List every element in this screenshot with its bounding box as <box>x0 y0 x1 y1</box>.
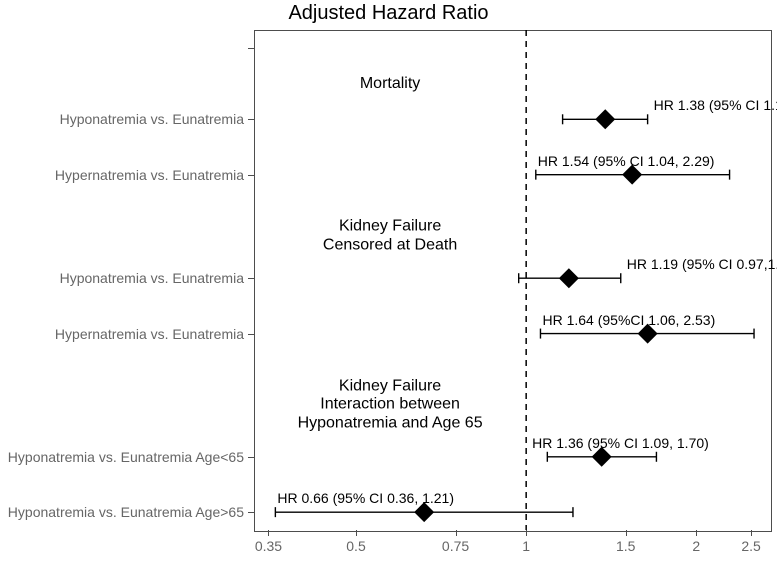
hr-annotation: HR 1.64 (95%CI 1.06, 2.53) <box>542 312 715 328</box>
section-header: Kidney FailureInteraction betweenHyponat… <box>298 377 483 432</box>
point-marker <box>595 109 615 129</box>
forest-plot: Adjusted Hazard Ratio Hyponatremia vs. E… <box>0 0 777 568</box>
hr-annotation: HR 0.66 (95% CI 0.36, 1.21) <box>277 490 454 506</box>
point-marker <box>559 268 579 288</box>
hr-annotation: HR 1.54 (95% CI 1.04, 2.29) <box>538 153 715 169</box>
section-header: Mortality <box>360 74 420 92</box>
section-header: Kidney FailureCensored at Death <box>323 218 457 255</box>
hr-annotation: HR 1.38 (95% CI 1.16, 1.64) <box>654 97 777 113</box>
hr-annotation: HR 1.36 (95% CI 1.09, 1.70) <box>532 435 709 451</box>
hr-annotation: HR 1.19 (95% CI 0.97,1.47) <box>627 256 777 272</box>
